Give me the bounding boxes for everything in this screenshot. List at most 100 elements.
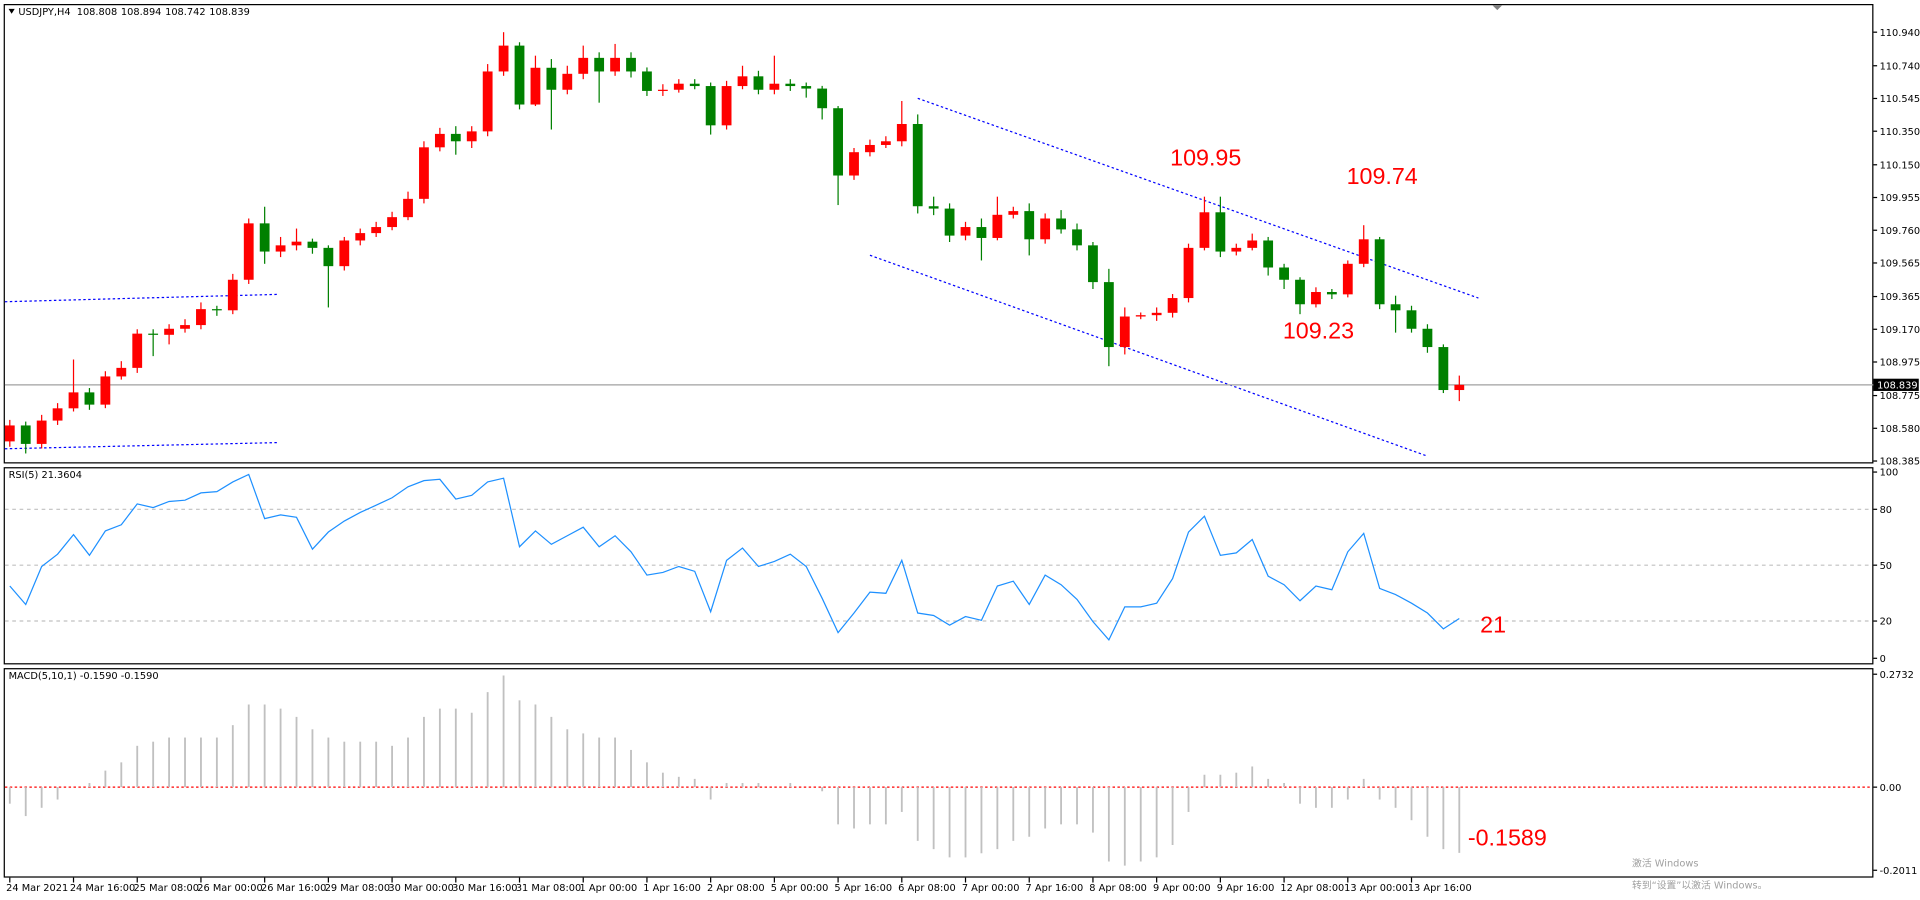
x-tick-label: 30 Mar 16:00 bbox=[452, 883, 517, 894]
x-tick-label: 24 Mar 16:00 bbox=[70, 883, 135, 894]
candle-body bbox=[626, 57, 636, 72]
candle-body bbox=[785, 83, 796, 87]
candle-body bbox=[673, 83, 684, 90]
candle-body bbox=[896, 123, 907, 142]
y-tick-label: 110.150 bbox=[1880, 160, 1920, 171]
candle-body bbox=[578, 57, 589, 74]
candle-body bbox=[243, 223, 254, 280]
candle-body bbox=[259, 223, 270, 252]
x-tick-label: 31 Mar 08:00 bbox=[516, 883, 581, 894]
watermark-subtitle: 转到“设置”以激活 Windows。 bbox=[1632, 879, 1767, 892]
candle-body bbox=[227, 279, 238, 311]
candle-body bbox=[1326, 292, 1337, 295]
candle-body bbox=[689, 83, 700, 87]
menu-arrow[interactable] bbox=[8, 8, 15, 14]
candle-body bbox=[387, 217, 397, 228]
candle-body bbox=[594, 57, 605, 72]
x-tick-label: 25 Mar 08:00 bbox=[134, 883, 199, 894]
watermark-title: 激活 Windows bbox=[1632, 857, 1698, 870]
y-tick-label: 109.170 bbox=[1880, 325, 1920, 336]
candle-body bbox=[562, 73, 573, 90]
candle-body bbox=[52, 408, 63, 421]
rsi-panel bbox=[3, 467, 1874, 665]
candle-body bbox=[737, 76, 748, 87]
x-tick-label: 9 Apr 16:00 bbox=[1217, 883, 1275, 894]
candle-body bbox=[833, 108, 843, 176]
candle-body bbox=[180, 325, 190, 329]
candle-body bbox=[1454, 384, 1465, 391]
macd-header: MACD(5,10,1) -0.1590 -0.1590 bbox=[9, 671, 159, 682]
candle-body bbox=[371, 227, 382, 234]
candle-body bbox=[610, 57, 620, 72]
x-tick-label: 1 Apr 00:00 bbox=[580, 883, 638, 894]
last-price-box bbox=[1873, 378, 1919, 391]
y-tick-label: 109.365 bbox=[1880, 292, 1920, 303]
candle-body bbox=[1311, 292, 1321, 305]
candle-body bbox=[912, 123, 923, 207]
y-tick-label: -0.2011 bbox=[1880, 866, 1918, 877]
candle-body bbox=[1151, 312, 1162, 316]
main-panel bbox=[3, 4, 1874, 464]
candle-body bbox=[4, 425, 15, 442]
x-tick-label: 5 Apr 16:00 bbox=[834, 883, 892, 894]
trend-line bbox=[917, 97, 1479, 299]
x-tick-label: 8 Apr 08:00 bbox=[1089, 883, 1147, 894]
candle-body bbox=[419, 147, 429, 199]
candle-body bbox=[116, 367, 127, 377]
trend-line bbox=[4, 293, 280, 303]
candle-body bbox=[705, 86, 716, 126]
candle-body bbox=[482, 71, 493, 132]
candle-body bbox=[530, 67, 541, 105]
candle-body bbox=[307, 241, 318, 248]
x-tick-label: 24 Mar 2021 bbox=[6, 883, 68, 894]
candle-body bbox=[1024, 211, 1035, 240]
y-tick-label: 108.385 bbox=[1880, 457, 1920, 468]
candle-body bbox=[132, 333, 143, 368]
candle-body bbox=[291, 241, 302, 246]
candle-body bbox=[1263, 240, 1274, 268]
candle-body bbox=[1088, 245, 1098, 283]
candle-body bbox=[1231, 247, 1242, 252]
y-tick-label: 100 bbox=[1880, 468, 1899, 479]
candle-body bbox=[1056, 218, 1066, 230]
candle-body bbox=[466, 131, 477, 142]
candle-body bbox=[100, 376, 111, 405]
candle-body bbox=[1183, 247, 1194, 299]
annotation: 109.74 bbox=[1347, 163, 1418, 189]
candle-body bbox=[1374, 239, 1385, 305]
candle-body bbox=[434, 133, 445, 148]
x-tick-label: 12 Apr 08:00 bbox=[1280, 883, 1344, 894]
macd-panel bbox=[3, 668, 1874, 878]
main-header: USDJPY,H4 108.808 108.894 108.742 108.839 bbox=[18, 7, 249, 18]
header-high: 108.894 bbox=[121, 7, 162, 18]
candle-body bbox=[355, 233, 366, 241]
y-tick-label: 110.940 bbox=[1880, 28, 1920, 39]
y-tick-label: 0.2732 bbox=[1880, 670, 1914, 681]
candle-body bbox=[1279, 267, 1289, 280]
x-tick-label: 6 Apr 08:00 bbox=[898, 883, 956, 894]
candle-body bbox=[1135, 315, 1146, 317]
candle-body bbox=[1167, 298, 1178, 313]
candle-body bbox=[769, 83, 780, 90]
candle-body bbox=[1103, 282, 1114, 348]
y-tick-label: 110.350 bbox=[1880, 127, 1920, 138]
scroll-marker bbox=[1492, 5, 1503, 11]
candle-body bbox=[514, 45, 525, 105]
candle-body bbox=[960, 227, 971, 236]
x-tick-label: 5 Apr 00:00 bbox=[771, 883, 829, 894]
annotation: 109.95 bbox=[1170, 145, 1241, 171]
y-tick-label: 0 bbox=[1880, 654, 1886, 665]
x-tick-label: 13 Apr 00:00 bbox=[1344, 883, 1408, 894]
candle-body bbox=[1295, 279, 1305, 305]
y-tick-label: 109.565 bbox=[1880, 259, 1920, 270]
header-close: 108.839 bbox=[209, 7, 250, 18]
candle-body bbox=[498, 45, 509, 72]
candle-body bbox=[68, 392, 79, 409]
candle-body bbox=[403, 198, 413, 218]
y-tick-label: 108.580 bbox=[1880, 424, 1920, 435]
candle-body bbox=[450, 133, 461, 142]
y-tick-label: 109.760 bbox=[1880, 226, 1920, 237]
candle-body bbox=[20, 425, 31, 444]
x-tick-label: 9 Apr 00:00 bbox=[1153, 883, 1211, 894]
